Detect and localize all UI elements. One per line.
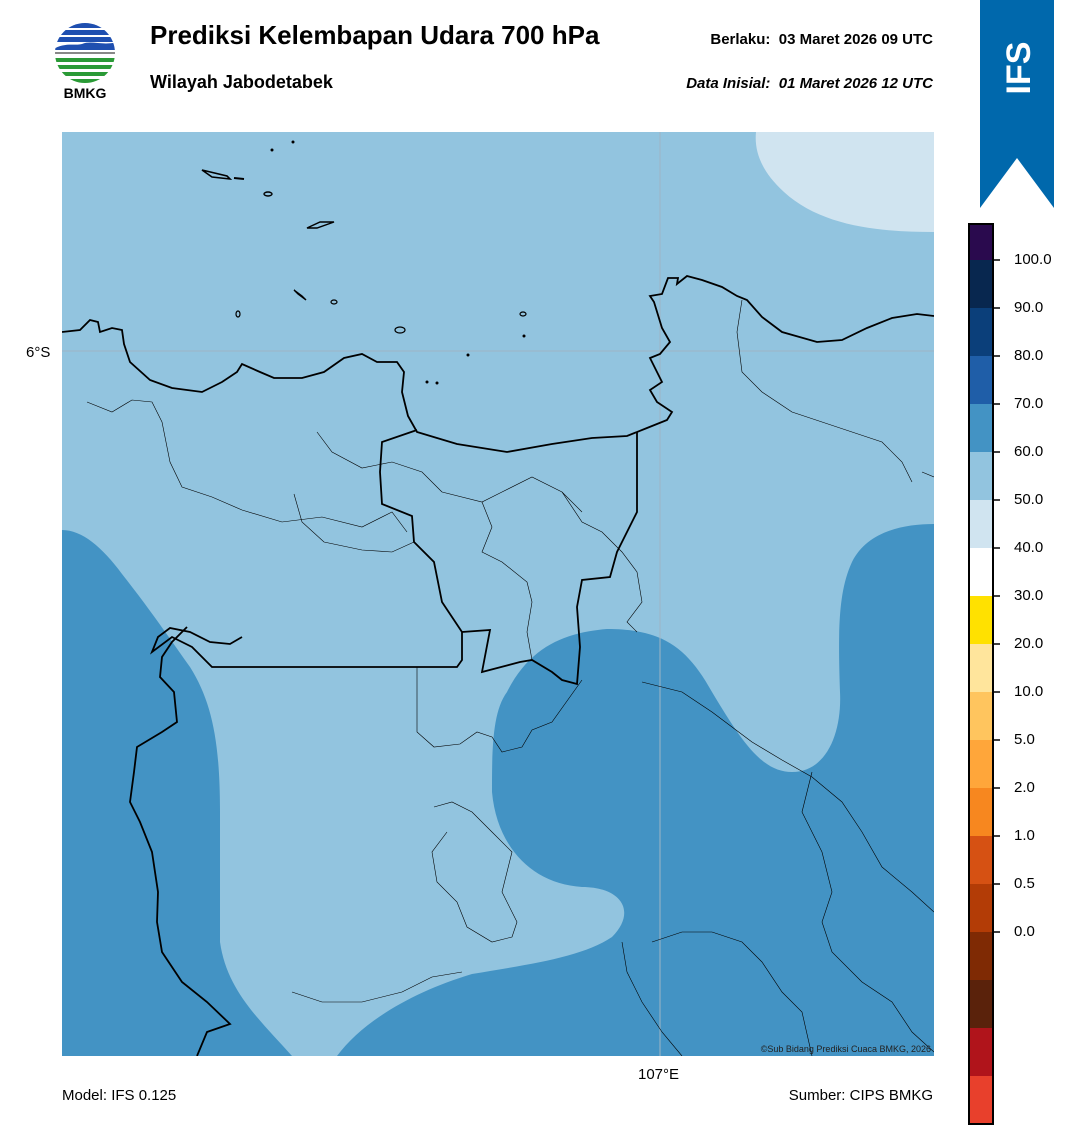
colorbar-segment (968, 452, 994, 500)
colorbar-tick-label: 20.0 (1014, 635, 1044, 652)
colorbar-segment (968, 1028, 994, 1076)
colorbar-tick-label: 0.0 (1014, 923, 1035, 940)
colorbar-segment (968, 644, 994, 692)
colorbar-segment (968, 500, 994, 548)
band-50-60 (755, 132, 934, 232)
colorbar-tick-label: 40.0 (1014, 539, 1044, 556)
page-title: Prediksi Kelembapan Udara 700 hPa (150, 20, 600, 50)
source-info: Sumber: CIPS BMKG (788, 1087, 933, 1104)
colorbar-segment (968, 692, 994, 740)
colorbar-segment (968, 980, 994, 1028)
valid-value: 03 Maret 2026 09 UTC (778, 31, 933, 48)
page-subtitle: Wilayah Jabodetabek (150, 72, 333, 92)
colorbar-tick-label: 1.0 (1014, 827, 1035, 844)
valid-time: Berlaku: 03 Maret 2026 09 UTC (710, 31, 933, 48)
colorbar-segment (968, 224, 994, 260)
colorbar-segment (968, 308, 994, 356)
colorbar-tick-label: 10.0 (1014, 683, 1044, 700)
init-value: 01 Maret 2026 12 UTC (778, 75, 933, 92)
colorbar-tick-label: 100.0 (1014, 251, 1052, 268)
colorbar-tick-label: 60.0 (1014, 443, 1044, 460)
colorbar-frame (968, 223, 994, 1125)
colorbar-segment (968, 884, 994, 932)
colorbar-segment (968, 1076, 994, 1124)
model-info: Model: IFS 0.125 (62, 1087, 177, 1104)
colorbar-tick-label: 70.0 (1014, 395, 1044, 412)
colorbar-tick-label: 5.0 (1014, 731, 1035, 748)
colorbar-tick-label: 0.5 (1014, 875, 1035, 892)
colorbar-tick-label: 2.0 (1014, 779, 1035, 796)
humidity-map (61, 132, 935, 1057)
longitude-label: 107°E (638, 1066, 680, 1083)
latitude-label: 6°S (26, 344, 51, 361)
colorbar-segment (968, 260, 994, 308)
model-ribbon: IFS (980, 0, 1054, 210)
colorbar-segment (968, 356, 994, 404)
band-70-80-east (337, 524, 934, 1056)
colorbar (968, 222, 1000, 1125)
colorbar-segment (968, 596, 994, 644)
valid-label: Berlaku: (710, 31, 771, 48)
colorbar-tick-label: 30.0 (1014, 587, 1044, 604)
map-credit: ©Sub Bidang Prediksi Cuaca BMKG, 2026 (760, 1044, 931, 1054)
colorbar-tick-label: 50.0 (1014, 491, 1044, 508)
colorbar-segment (968, 836, 994, 884)
colorbar-segment (968, 740, 994, 788)
coastline (61, 275, 935, 453)
colorbar-tick-label: 80.0 (1014, 347, 1044, 364)
colorbar-segment (968, 788, 994, 836)
logo-text: BMKG (64, 85, 107, 101)
colorbar-segment (968, 548, 994, 596)
colorbar-tick-label: 90.0 (1014, 299, 1044, 316)
init-time: Data Inisial: 01 Maret 2026 12 UTC (686, 75, 933, 92)
bmkg-logo: BMKG (52, 20, 118, 102)
colorbar-segment (968, 932, 994, 980)
colorbar-segment (968, 404, 994, 452)
band-70-80-west (62, 530, 292, 1056)
ribbon-text: IFS (1000, 42, 1038, 95)
init-label: Data Inisial: (686, 75, 771, 92)
